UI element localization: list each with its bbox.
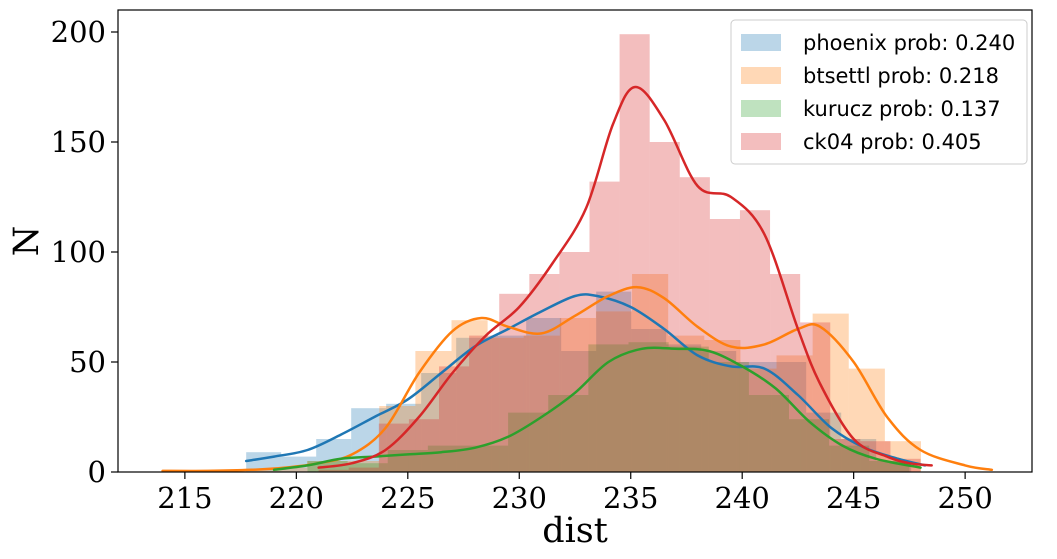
legend-swatch [741, 67, 781, 84]
histogram-bar [491, 335, 527, 472]
legend-label: kurucz prob: 0.137 [803, 97, 1001, 121]
histogram-bar [739, 210, 771, 472]
histogram-bar [708, 362, 749, 472]
y-tick-label: 100 [51, 235, 106, 269]
y-tick-label: 150 [51, 125, 106, 159]
histogram-bar [439, 366, 470, 472]
histogram-bar [348, 467, 379, 472]
x-tick-label: 235 [603, 481, 658, 515]
histogram-bar [559, 318, 596, 472]
x-tick-label: 240 [715, 481, 770, 515]
histogram-bar [628, 342, 669, 472]
histogram-bar [632, 274, 669, 472]
histogram-bar [508, 412, 549, 472]
histogram-bar [408, 419, 440, 472]
x-tick-label: 250 [937, 481, 992, 515]
x-axis-ticks: 215 220 225 230 235 240 245 250 [157, 472, 993, 515]
x-tick-label: 225 [380, 481, 435, 515]
histogram-bar [499, 293, 530, 472]
histogram-bar [469, 335, 500, 472]
histogram-bar [876, 461, 912, 472]
histogram-bar [776, 355, 813, 472]
histogram-bar [386, 403, 422, 472]
y-tick-label: 0 [88, 455, 106, 489]
histogram-bar [318, 469, 349, 472]
histogram-bar [347, 463, 388, 472]
histogram-bar [343, 461, 380, 472]
histogram-bar [770, 274, 801, 472]
histogram-bar [668, 346, 709, 472]
histogram-bar [666, 344, 702, 472]
histogram-bar [559, 252, 590, 472]
legend-label: phoenix prob: 0.240 [803, 31, 1015, 55]
y-axis-ticks: 0 50 100 150 200 [51, 15, 118, 489]
histogram-bar [748, 395, 790, 472]
histogram-bar [631, 329, 667, 472]
x-tick-label: 220 [269, 481, 324, 515]
plot-frame [117, 9, 1033, 473]
histogram-bar [529, 274, 560, 472]
histogram-bar [789, 419, 830, 472]
kde-curves [161, 85, 994, 473]
x-tick-label: 215 [157, 481, 212, 515]
legend-box [730, 19, 1028, 165]
legend-swatch [741, 100, 781, 117]
histogram-bar [588, 344, 629, 472]
legend-label: btsettl prob: 0.218 [803, 64, 999, 88]
histogram-bar [771, 362, 807, 472]
kde-line-3 [317, 85, 933, 469]
legend-swatch [741, 34, 781, 51]
bar-group-3 [318, 34, 921, 472]
kde-line-2 [272, 346, 922, 472]
histogram-bar [270, 467, 308, 472]
bar-group-1 [162, 274, 921, 472]
histogram-bar [561, 351, 597, 472]
legend-swatch [741, 133, 781, 150]
histogram-bar [869, 461, 910, 472]
legend-label: ck04 prob: 0.405 [803, 130, 982, 154]
legend: phoenix prob: 0.240 btsettl prob: 0.218 ku… [730, 19, 1028, 165]
y-tick-label: 200 [51, 15, 106, 49]
histogram-bar [523, 335, 560, 472]
histogram-bar [526, 318, 562, 472]
histogram-bar [668, 335, 705, 472]
histogram-bar [467, 445, 509, 472]
bar-group-0 [246, 291, 912, 472]
y-tick-label: 50 [69, 345, 106, 379]
histogram-bar [596, 291, 632, 472]
kde-line-0 [244, 293, 927, 467]
histogram-bar [487, 337, 524, 472]
histogram-bars [162, 34, 921, 472]
histogram-bar [595, 311, 633, 472]
histogram-bar [589, 181, 620, 472]
x-tick-label: 230 [492, 481, 547, 515]
histogram-bar [701, 351, 737, 472]
histogram-bar [619, 34, 650, 472]
x-axis-label: dist [542, 511, 608, 551]
y-axis-label: N [7, 226, 47, 257]
x-tick-label: 245 [826, 481, 881, 515]
